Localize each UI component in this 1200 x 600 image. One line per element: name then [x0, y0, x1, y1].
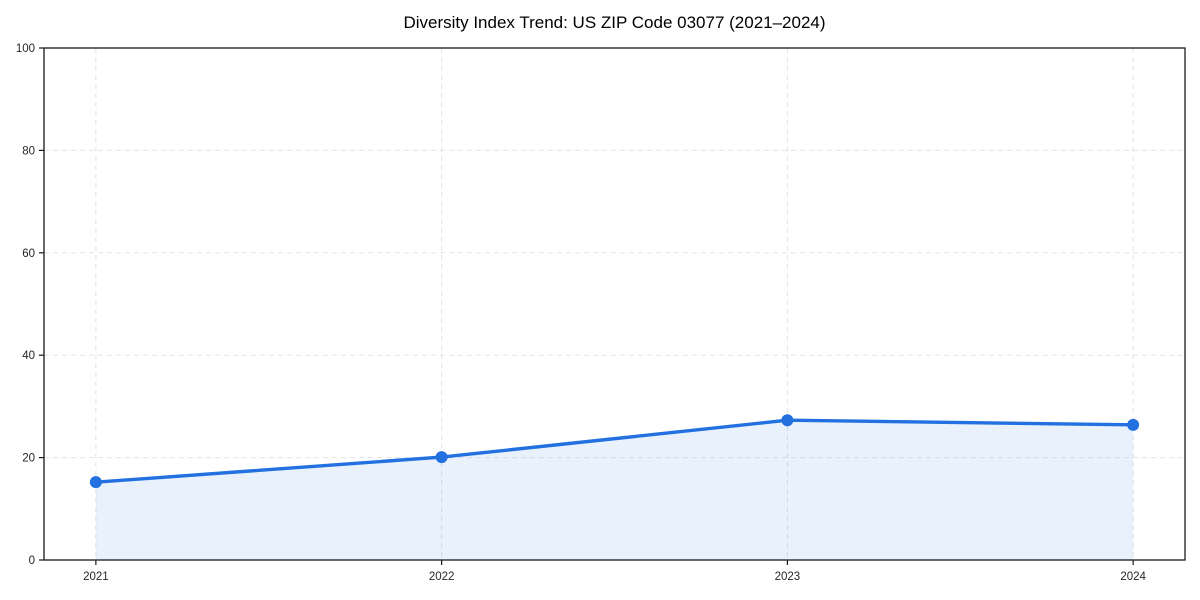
y-tick-label: 80 [22, 145, 35, 157]
y-tick-label: 100 [16, 43, 35, 55]
trend-line [94, 418, 1135, 484]
y-tick-label: 0 [29, 555, 35, 567]
area-fill [95, 420, 1134, 560]
y-tick-label: 20 [22, 453, 35, 465]
chart-title: Diversity Index Trend: US ZIP Code 03077… [403, 13, 826, 32]
data-point-2022 [435, 451, 448, 464]
data-point-2023 [781, 414, 794, 427]
x-tick-label: 2021 [83, 571, 109, 583]
x-tick-label: 2023 [775, 571, 801, 583]
data-point-2024 [1127, 418, 1140, 431]
y-tick-label: 60 [22, 248, 35, 260]
x-tick-label: 2022 [429, 571, 455, 583]
y-tick-label: 40 [22, 350, 35, 362]
data-point-2021 [89, 476, 102, 489]
x-tick-label: 2024 [1120, 571, 1146, 583]
plot-border [43, 47, 1186, 561]
